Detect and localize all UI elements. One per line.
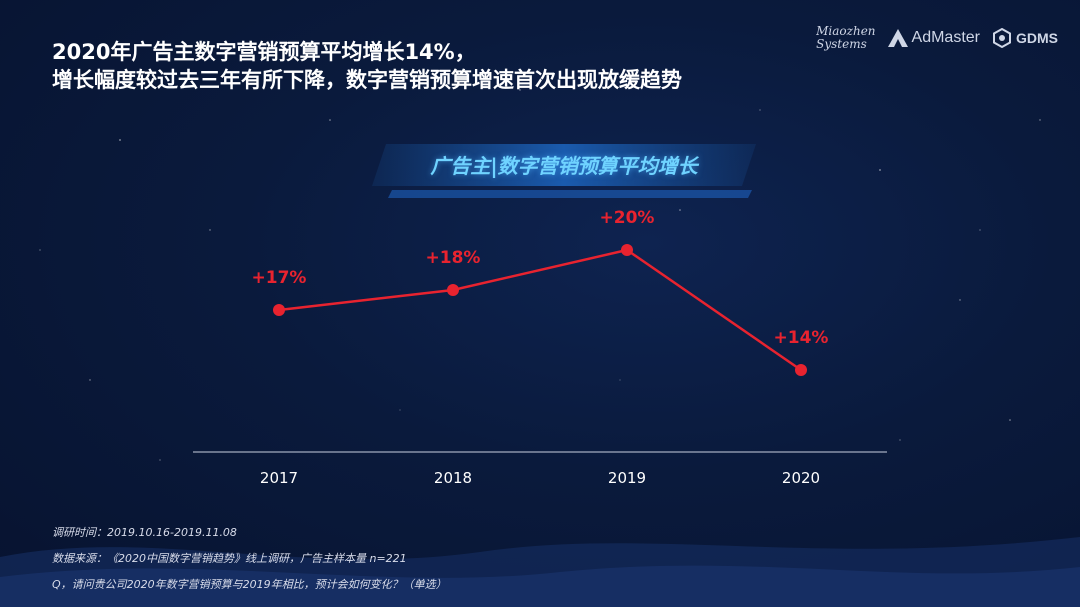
partner-logos: Miaozhen Systems AdMaster GDMS [816, 18, 1058, 58]
data-label-2020: +14% [774, 328, 829, 348]
data-label-2019: +20% [600, 208, 655, 228]
x-tick-label-2017: 2017 [260, 469, 298, 487]
admaster-mark-icon [887, 29, 908, 47]
survey-time-note: 调研时间：2019.10.16-2019.11.08 [52, 526, 237, 539]
x-tick-label-2018: 2018 [434, 469, 472, 487]
survey-question-note: Q，请问贵公司2020年数字营销预算与2019年相比，预计会如何变化？（单选） [52, 578, 447, 591]
data-source-note: 数据来源：《2020中国数字营销趋势》线上调研，广告主样本量 n=221 [52, 552, 407, 565]
series-line [278, 248, 802, 372]
miaozhen-logo: Miaozhen Systems [816, 24, 876, 51]
headline-line-1: 2020年广告主数字营销预算平均增长14%， [52, 40, 476, 64]
chart-title-banner [372, 144, 756, 198]
data-point-2017 [273, 304, 285, 316]
x-tick-labels: 2017 2018 2019 2020 [260, 469, 820, 487]
bottom-wave-decoration [0, 537, 1080, 607]
x-tick-label-2019: 2019 [608, 469, 646, 487]
footnotes: 调研时间：2019.10.16-2019.11.08 数据来源：《2020中国数… [52, 520, 447, 598]
x-tick-label-2020: 2020 [782, 469, 820, 487]
page-headline: 2020年广告主数字营销预算平均增长14%， 增长幅度较过去三年有所下降，数字营… [52, 38, 682, 94]
data-point-2020 [795, 364, 807, 376]
headline-line-2: 增长幅度较过去三年有所下降，数字营销预算增速首次出现放缓趋势 [52, 68, 682, 92]
admaster-logo: AdMaster [887, 29, 980, 47]
data-point-2018 [447, 284, 459, 296]
chart-title: 广告主|数字营销预算平均增长 [430, 153, 698, 178]
gdms-logo: GDMS [992, 28, 1058, 48]
series-group: +17% +18% +20% +14% [252, 208, 829, 376]
data-label-2017: +17% [252, 268, 307, 288]
data-point-2019 [621, 244, 633, 256]
gdms-hexagon-icon [993, 28, 1011, 48]
data-label-2018: +18% [426, 248, 481, 268]
